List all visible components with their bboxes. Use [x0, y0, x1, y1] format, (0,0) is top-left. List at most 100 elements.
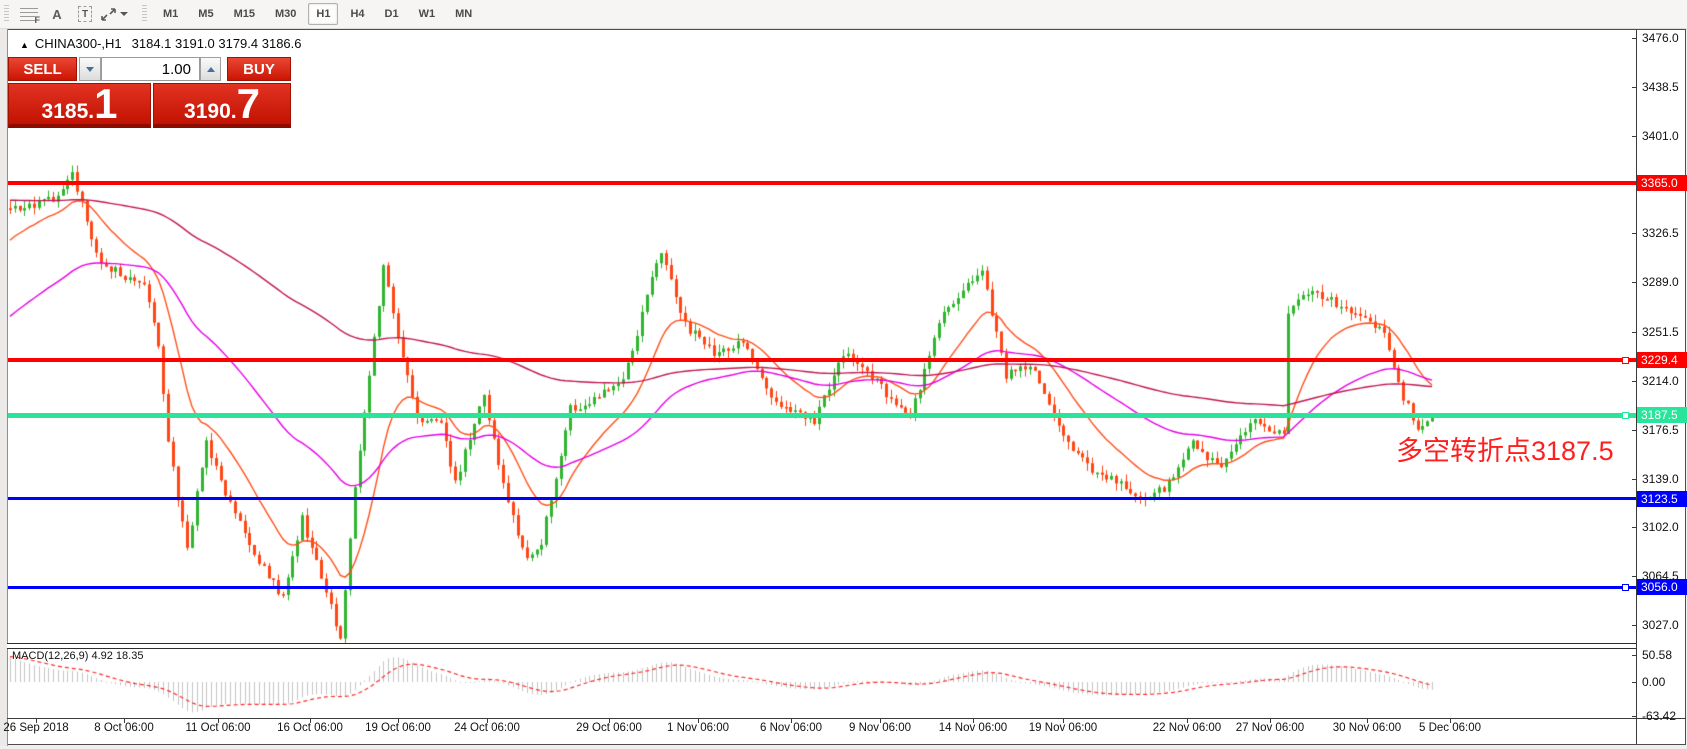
time-tick — [398, 718, 399, 723]
ohlc-values: 3184.1 3191.0 3179.4 3186.6 — [131, 36, 302, 51]
volume-input[interactable] — [101, 57, 200, 81]
text-icon: T — [77, 6, 93, 22]
buy-price-value: 3190 — [184, 100, 231, 123]
price-axis-line — [1636, 30, 1637, 744]
fibonacci-icon: F — [20, 7, 40, 25]
time-axis-label: 6 Nov 06:00 — [759, 722, 823, 734]
arrows-tool-button[interactable] — [100, 2, 129, 26]
symbol-timeframe: CHINA300-,H1 — [34, 36, 122, 51]
arrows-icon — [101, 7, 116, 21]
hline-3365[interactable] — [8, 181, 1636, 186]
timeframe-button-m30[interactable]: M30 — [274, 8, 297, 20]
pane-separator[interactable] — [7, 643, 1636, 649]
sell-price-panel[interactable]: 3185. 1 — [8, 83, 151, 128]
text-label-tool-button[interactable]: A — [44, 2, 70, 26]
macd-tick — [1632, 715, 1636, 717]
time-axis-label: 19 Oct 06:00 — [365, 722, 431, 734]
price-tick — [1632, 233, 1636, 235]
price-tick — [1632, 526, 1636, 528]
time-axis-label: 14 Nov 06:00 — [938, 722, 1008, 734]
price-tick-label: 3401.0 — [1642, 129, 1679, 144]
hline-3123.5[interactable] — [8, 497, 1636, 501]
price-tick — [1632, 380, 1636, 382]
price-tick-label: 3139.0 — [1642, 471, 1679, 486]
time-axis-label: 22 Nov 06:00 — [1152, 722, 1222, 734]
time-tick — [1450, 718, 1451, 723]
buy-button[interactable]: BUY — [227, 57, 291, 81]
text-label-icon: A — [52, 6, 62, 22]
time-tick — [609, 718, 610, 723]
timeframe-button-h1[interactable]: H1 — [308, 3, 339, 25]
price-tick-label: 3251.5 — [1642, 324, 1679, 339]
time-tick — [487, 718, 488, 723]
price-tick — [1632, 136, 1636, 138]
timeframe-button-h4[interactable]: H4 — [350, 8, 365, 20]
volume-decrease-button[interactable] — [79, 57, 101, 81]
price-badge: 3365.0 — [1637, 175, 1687, 192]
chevron-down-icon — [120, 12, 128, 16]
text-tool-button[interactable]: T — [72, 2, 98, 26]
volume-increase-button[interactable] — [200, 57, 221, 81]
indicator-label: MACD(12,26,9) 4.92 18.35 — [12, 650, 144, 662]
fibonacci-tool-button[interactable]: F — [16, 2, 42, 26]
time-tick — [1063, 718, 1064, 723]
macd-tick — [1632, 682, 1636, 683]
buy-price-pips: 7 — [236, 80, 260, 127]
timeframe-button-m5[interactable]: M5 — [198, 8, 214, 20]
chart-title: ▲ CHINA300-,H1 3184.1 3191.0 3179.4 3186.6 — [20, 36, 302, 51]
time-tick — [124, 718, 125, 723]
price-tick-label: 3438.5 — [1642, 80, 1679, 95]
time-axis-label: 26 Sep 2018 — [3, 722, 69, 734]
time-axis-line — [7, 718, 1686, 719]
collapse-triangle-icon[interactable]: ▲ — [20, 40, 29, 50]
time-tick — [1270, 718, 1271, 723]
buy-price-panel[interactable]: 3190. 7 — [153, 83, 291, 128]
price-tick-label: 3102.0 — [1642, 519, 1679, 534]
timeframe-button-d1[interactable]: D1 — [384, 8, 399, 20]
chart-annotation-text: 多空转折点3187.5 — [1396, 436, 1614, 466]
price-badge: 3056.0 — [1637, 579, 1687, 596]
timeframe-button-m1[interactable]: M1 — [163, 8, 179, 20]
price-tick-label: 3326.5 — [1642, 226, 1679, 241]
time-axis-label: 1 Nov 06:00 — [666, 722, 730, 734]
triangle-down-icon — [86, 66, 94, 72]
price-badge: 3187.5 — [1637, 407, 1687, 424]
time-tick — [791, 718, 792, 723]
triangle-up-icon — [206, 66, 215, 72]
hline-3187.5[interactable] — [8, 412, 1636, 418]
price-badge: 3123.5 — [1637, 490, 1687, 507]
price-tick — [1632, 331, 1636, 333]
time-axis-label: 11 Oct 06:00 — [185, 722, 251, 734]
price-tick — [1632, 87, 1636, 89]
price-tick-label: 3027.0 — [1642, 618, 1679, 632]
price-tick-label: 3476.0 — [1642, 31, 1679, 45]
hline-3056[interactable] — [8, 585, 1636, 589]
sell-price-pips: 1 — [94, 80, 118, 127]
time-axis-label: 30 Nov 06:00 — [1332, 722, 1402, 734]
hline-handle[interactable] — [1622, 411, 1629, 419]
hline-3229.4[interactable] — [8, 358, 1636, 363]
time-tick — [880, 718, 881, 723]
time-axis-label: 9 Nov 06:00 — [848, 722, 912, 734]
time-tick — [1367, 718, 1368, 723]
price-tick-label: 3289.0 — [1642, 275, 1679, 290]
price-tick — [1632, 282, 1636, 284]
time-tick — [36, 718, 37, 723]
time-tick — [973, 718, 974, 723]
toolbar-grip[interactable] — [142, 5, 147, 23]
price-tick-label: 3214.0 — [1642, 373, 1679, 388]
timeframe-button-w1[interactable]: W1 — [418, 8, 436, 20]
toolbar-grip[interactable] — [4, 5, 9, 23]
timeframe-button-m15[interactable]: M15 — [233, 8, 255, 20]
time-axis-label: 5 Dec 06:00 — [1418, 722, 1482, 734]
time-tick — [310, 718, 311, 723]
timeframe-button-mn[interactable]: MN — [455, 8, 473, 20]
time-axis-label: 24 Oct 06:00 — [454, 722, 520, 734]
price-tick — [1632, 429, 1636, 431]
sell-button[interactable]: SELL — [8, 57, 77, 81]
time-axis-label: 8 Oct 06:00 — [94, 722, 154, 734]
hline-handle[interactable] — [1622, 356, 1629, 364]
hline-handle[interactable] — [1622, 583, 1629, 591]
time-axis-label: 19 Nov 06:00 — [1028, 722, 1098, 734]
